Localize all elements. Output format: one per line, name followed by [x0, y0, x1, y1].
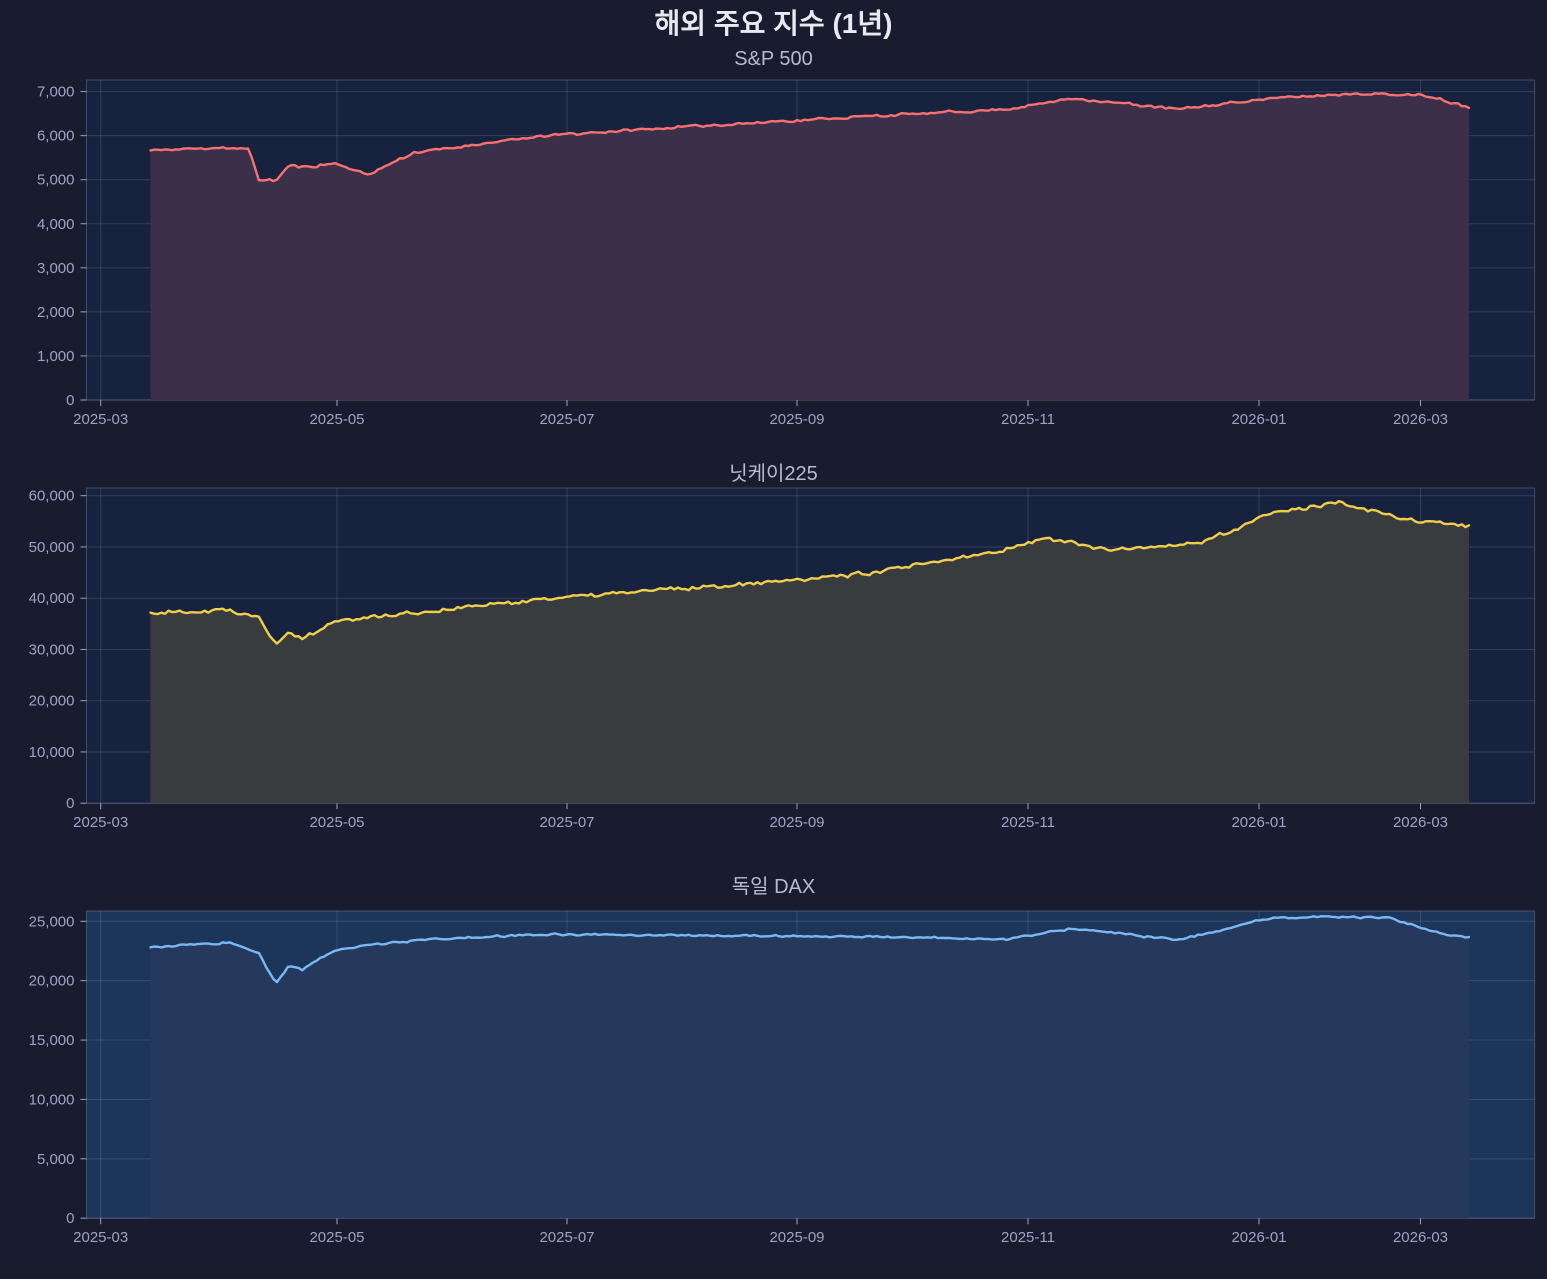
- svg-text:10,000: 10,000: [29, 1091, 75, 1108]
- svg-text:2025-05: 2025-05: [309, 1229, 364, 1243]
- svg-text:3,000: 3,000: [37, 260, 75, 277]
- svg-text:50,000: 50,000: [29, 539, 75, 556]
- svg-text:2025-03: 2025-03: [73, 1229, 128, 1243]
- svg-text:5,000: 5,000: [37, 172, 75, 189]
- svg-text:6,000: 6,000: [37, 128, 75, 145]
- svg-text:25,000: 25,000: [29, 913, 75, 930]
- svg-text:1,000: 1,000: [37, 348, 75, 365]
- svg-text:2026-03: 2026-03: [1393, 1229, 1448, 1243]
- svg-text:0: 0: [66, 795, 74, 812]
- svg-text:15,000: 15,000: [29, 1032, 75, 1049]
- svg-text:2025-11: 2025-11: [1001, 1229, 1055, 1243]
- svg-text:60,000: 60,000: [29, 488, 75, 505]
- svg-text:20,000: 20,000: [29, 693, 75, 710]
- svg-text:0: 0: [66, 1210, 74, 1227]
- svg-text:10,000: 10,000: [29, 744, 75, 761]
- svg-text:20,000: 20,000: [29, 973, 75, 990]
- svg-text:2025-07: 2025-07: [539, 1229, 594, 1243]
- svg-text:5,000: 5,000: [37, 1151, 75, 1168]
- svg-text:2,000: 2,000: [37, 304, 75, 321]
- svg-text:40,000: 40,000: [29, 590, 75, 607]
- svg-text:2025-09: 2025-09: [769, 1229, 824, 1243]
- svg-text:7,000: 7,000: [37, 84, 75, 101]
- svg-text:4,000: 4,000: [37, 216, 75, 233]
- svg-text:2026-01: 2026-01: [1231, 1229, 1286, 1243]
- svg-text:30,000: 30,000: [29, 641, 75, 658]
